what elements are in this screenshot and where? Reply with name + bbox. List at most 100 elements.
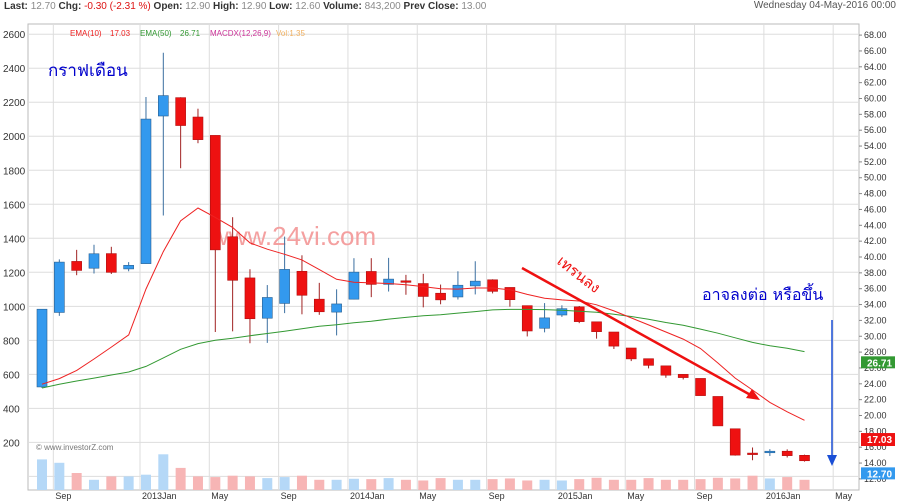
right-tick-label: 34.00 [864, 300, 887, 310]
candle-body [677, 374, 689, 378]
volume-bar [678, 479, 689, 490]
trend-arrow-head [746, 389, 760, 400]
legend-macd: MACDX(12,26,9) [210, 29, 271, 38]
right-tick-label: 44.00 [864, 220, 887, 230]
left-tick-label: 200 [3, 438, 20, 449]
prev-close-label: Prev Close: [403, 1, 459, 12]
last-value: 12.70 [30, 1, 56, 12]
candle-body [625, 347, 637, 360]
right-tick-label: 38.00 [864, 268, 887, 278]
right-marker-box [861, 467, 895, 480]
volume-bar [279, 477, 290, 490]
right-tick-label: 48.00 [864, 189, 887, 199]
volume-bar [400, 479, 411, 490]
volume-bar [487, 479, 498, 490]
right-axis: 12.0014.0016.0018.0020.0022.0024.0026.00… [859, 30, 887, 484]
volume-bar [522, 480, 533, 490]
low-label: Low: [269, 1, 293, 12]
candle-body [469, 280, 481, 287]
x-tick-label: Sep [489, 491, 505, 501]
legend-ema50-value: 26.71 [180, 29, 201, 38]
right-tick-label: 32.00 [864, 315, 887, 325]
candle-body [435, 292, 446, 301]
quote-header: Last: 12.70 Chg: -0.30 (-2.31 %) Open: 1… [4, 1, 604, 15]
right-markers: 26.71 17.03 12.70 [861, 356, 895, 480]
right-marker-box [861, 433, 895, 446]
indicator-legend: EMA(10) 17.03 EMA(50) 26.71 MACDX(12,26,… [70, 29, 305, 38]
candle-body [643, 358, 654, 366]
candle-body [158, 95, 169, 117]
candle-body [210, 135, 221, 251]
x-tick-label: 2016Jan [766, 491, 801, 501]
right-tick-label: 54.00 [864, 141, 887, 151]
source-credit: © www.investorZ.com [36, 443, 114, 452]
volume-bar [158, 454, 169, 490]
right-tick-label: 24.00 [864, 379, 887, 389]
volume-bar [296, 475, 307, 490]
outlook-arrow-head [827, 455, 837, 466]
volume-bar [227, 475, 238, 490]
last-label: Last: [4, 1, 28, 12]
trend-arrow-line [521, 266, 757, 400]
legend-ema10-value: 17.03 [110, 29, 131, 38]
outlook-label: อาจลงต่อ หรือขึ้น [702, 283, 823, 304]
volume-bar [314, 479, 325, 490]
right-tick-label: 60.00 [864, 93, 887, 103]
chg-value: -0.30 (-2.31 %) [84, 1, 151, 12]
volume-bars [37, 454, 810, 490]
volume-bar [782, 477, 793, 490]
candle-body [712, 396, 724, 427]
candle-body [539, 317, 550, 329]
volume-bar [539, 479, 550, 490]
volume-bar [418, 480, 429, 490]
x-tick-label: Sep [55, 491, 71, 501]
x-tick-label: 2015Jan [558, 491, 593, 501]
left-axis: 200 400 600 800 1000 1200 1400 1600 1800 2000 2200… [3, 30, 26, 449]
left-tick-label: 400 [3, 404, 20, 415]
x-tick-label: 2014Jan [350, 491, 385, 501]
candle-body [140, 118, 152, 264]
volume-bar [764, 478, 775, 490]
volume-bar [88, 479, 99, 490]
x-tick-label: May [211, 491, 229, 501]
volume-bar [210, 477, 221, 490]
candle-body [400, 280, 412, 283]
right-tick-label: 16.00 [864, 442, 887, 452]
high-value: 12.90 [241, 1, 267, 12]
candle-body [175, 97, 186, 126]
volume-bar [712, 477, 723, 490]
right-tick-label: 22.00 [864, 395, 887, 405]
candle-body [36, 308, 48, 388]
volume-bar [54, 462, 65, 490]
chg-label: Chg: [58, 1, 82, 12]
right-tick-label: 18.00 [864, 426, 887, 436]
header-date: Wednesday 04-May-2016 00:00 [753, 0, 896, 11]
candle-body [88, 253, 100, 269]
left-tick-label: 2000 [3, 132, 26, 143]
right-tick-label: 52.00 [864, 157, 887, 167]
right-tick-label: 28.00 [864, 347, 887, 357]
right-marker-label: 26.71 [867, 358, 892, 369]
volume-bar [626, 479, 637, 490]
x-tick-label: Sep [281, 491, 297, 501]
right-tick-label: 56.00 [864, 125, 887, 135]
legend-ema50: EMA(50) [140, 29, 172, 38]
candle-body [487, 279, 498, 292]
candle-body [227, 236, 238, 281]
right-tick-label: 46.00 [864, 204, 887, 214]
legend-ema10: EMA(10) [70, 29, 102, 38]
candle-body [106, 253, 117, 273]
low-value: 12.60 [295, 1, 321, 12]
right-marker-label: 17.03 [867, 435, 892, 446]
left-tick-label: 1600 [3, 200, 26, 211]
candle-body [556, 308, 568, 316]
open-value: 12.90 [185, 1, 211, 12]
volume-bar [470, 479, 481, 490]
volume-bar [175, 467, 186, 490]
right-tick-label: 68.00 [864, 30, 887, 40]
high-label: High: [213, 1, 239, 12]
candle-body [123, 265, 134, 270]
open-label: Open: [153, 1, 183, 12]
legend-vol: Vol:1.35 [276, 29, 305, 38]
left-tick-label: 1800 [3, 166, 26, 177]
